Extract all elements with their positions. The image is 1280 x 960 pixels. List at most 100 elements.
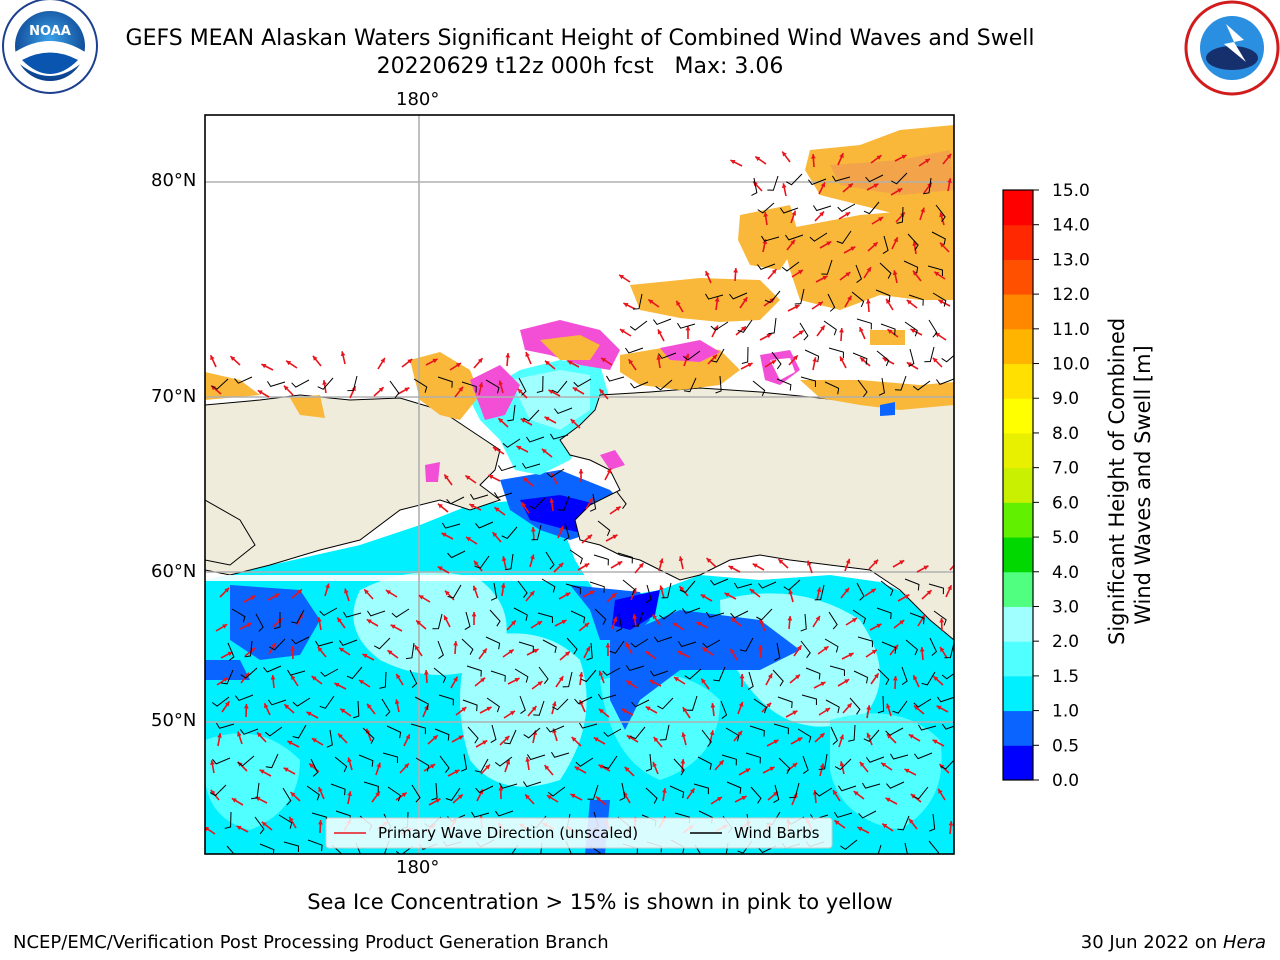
wind-barb [339,639,358,646]
wave-arrow-head [385,590,391,595]
wind-barb [856,582,865,601]
wave-arrow-head [492,447,498,452]
wind-barb [957,812,965,829]
nws-logo [1184,0,1280,96]
wave-arrow-head [684,353,690,359]
wind-barb [832,175,851,182]
wave-arrow-head [537,621,543,626]
wave-arrow-head [533,648,539,654]
wind-barb [320,668,339,677]
wind-barb [804,349,820,363]
colorbar-cell [1003,259,1033,295]
wave-arrow-head [626,680,632,686]
wind-barb [880,323,896,336]
wind-barb [758,581,777,589]
wave-arrow-head [340,351,346,357]
wind-barb [929,637,938,656]
legend-wind-label: Wind Barbs [734,824,820,842]
wave-arrow-head [587,534,593,540]
colorbar-tick-label: 8.0 [1052,424,1079,444]
colorbar-tick-label: 13.0 [1052,250,1090,270]
wave-arrow-head [257,390,263,395]
wave-arrow-head [561,619,567,625]
wave-arrow-head [839,734,844,740]
wind-barb [467,726,479,744]
wave-arrow-head [794,304,800,310]
wind-barb [882,235,889,254]
colorbar-cell [1003,537,1033,573]
wind-barb [211,378,229,390]
ice-note: Sea Ice Concentration > 15% is shown in … [307,890,893,914]
wave-arrow-head [908,734,914,739]
wind-barb [878,377,885,396]
wave-arrow-head [458,735,464,740]
colorbar-tick-label: 11.0 [1052,320,1090,340]
wave-arrow-head [731,617,736,623]
wave-arrow-head [548,389,554,395]
wind-barb [570,610,586,624]
wave-arrow-head [913,270,918,276]
wave-arrow-head [892,270,898,276]
colorbar-cell [1003,641,1033,677]
wind-barb [654,636,673,643]
wave-arrow-head [296,589,302,595]
wave-arrow-head [521,502,527,508]
wind-barb [721,754,737,766]
wind-barb [263,665,282,673]
colorbar-tick-label: 3.0 [1052,597,1079,617]
colorbar-cell [1003,745,1033,781]
wind-barb [961,264,974,277]
wind-barb [749,725,765,737]
wave-arrow-head [407,359,413,364]
wave-arrow-head [217,733,222,738]
wind-barb [773,784,780,803]
wave-arrow-head [482,740,488,745]
wave-arrow-head [437,566,443,571]
wind-barb [682,607,701,614]
wave-arrow-head [839,761,845,767]
wind-barb [821,259,833,275]
wind-barb [575,757,594,767]
wave-arrow-head [790,239,795,245]
wave-arrow-head [873,559,879,565]
wind-barb [346,666,363,680]
wave-arrow-head [738,701,744,707]
wave-arrow-head [839,328,844,333]
wave-arrow-head [730,648,735,654]
wave-arrow-head [852,618,858,623]
wave-arrow-head [471,612,477,617]
wind-barb [282,787,292,806]
wind-barb [395,845,414,854]
wind-barb [579,722,598,729]
wave-arrow-head [309,763,315,769]
wave-arrow-head [652,761,657,767]
wind-barb [565,583,581,595]
wave-arrow-head [589,590,595,596]
wave-arrow-head [873,183,879,188]
wave-arrow-head [819,211,824,217]
wave-arrow-head [261,821,267,827]
wind-barb [852,609,867,625]
wind-barb [353,700,360,719]
wave-arrow-head [457,794,463,800]
wind-barb [546,468,565,478]
wind-barb [307,839,323,852]
wind-barb [434,728,450,741]
colorbar-cell [1003,398,1033,434]
wave-arrow-head [362,653,368,659]
wind-barb [913,698,932,708]
wind-barb [764,290,781,304]
wave-arrow-head [819,733,825,738]
wind-barb [658,352,677,359]
wind-barb [475,785,494,794]
wave-arrow-head [673,677,679,682]
wave-arrow-head [624,766,630,772]
wind-barb [781,261,800,272]
colorbar-tick-label: 12.0 [1052,285,1090,305]
wave-arrow-head [311,676,317,681]
wave-arrow-head [584,622,590,628]
wave-arrow-head [339,647,345,653]
colorbar-tick-label: 10.0 [1052,355,1090,375]
wave-arrow-head [394,699,400,705]
